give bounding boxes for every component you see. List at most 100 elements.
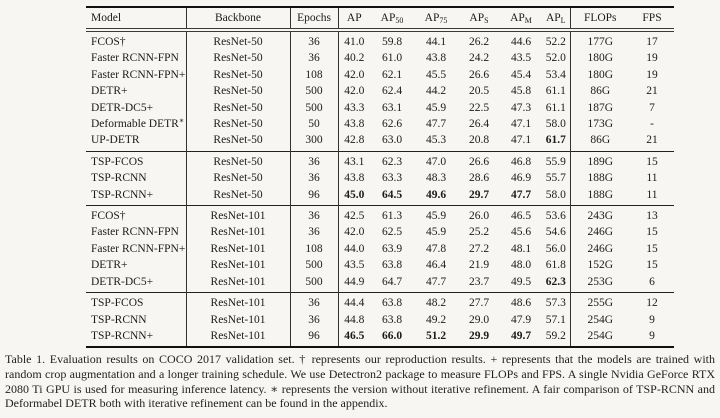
cell-ap0: 42.0 — [337, 83, 370, 100]
table-row: DETR+ ResNet-50 500 42.0 62.4 44.2 20.5 45.8 61.… — [86, 83, 674, 100]
cell-epochs: 36 — [289, 205, 338, 225]
cell-ap5: 61.8 — [545, 259, 566, 272]
cell-ap4: 45.6 — [510, 226, 532, 239]
cell-ap4: 46.9 — [510, 172, 532, 185]
cell-ap1: 64.5 — [381, 188, 403, 201]
cell-ap0: 43.5 — [337, 257, 370, 274]
cell-ap5: 56.0 — [545, 242, 566, 255]
cell-ap3: 29.9 — [468, 329, 490, 342]
cell-ap4: 47.1 — [510, 118, 532, 131]
cell-ap2: 47.0 — [425, 155, 447, 168]
cell-model: DETR-DC5+ — [91, 101, 154, 114]
cell-flops: 254G — [569, 311, 630, 328]
cell-ap0: 43.8 — [337, 116, 370, 133]
cell-ap5: 53.6 — [545, 210, 566, 223]
cell-flops: 86G — [569, 132, 630, 152]
cell-epochs: 96 — [289, 186, 338, 206]
cell-flops: 152G — [569, 257, 630, 274]
column-header-fps: FPS — [642, 12, 662, 24]
cell-model: Faster RCNN-FPN+ — [91, 242, 186, 255]
cell-ap2: 49.2 — [425, 313, 447, 326]
column-header-backbone: Backbone — [185, 7, 290, 30]
cell-ap1: 62.6 — [381, 118, 403, 131]
cell-ap1: 62.5 — [381, 226, 403, 239]
cell-model: TSP-FCOS — [91, 297, 144, 310]
cell-flops: 189G — [569, 151, 630, 171]
column-header-apS: APS — [469, 12, 489, 25]
cell-ap3: 23.7 — [468, 275, 490, 288]
cell-model: Faster RCNN-FPN+ — [91, 68, 186, 81]
cell-backbone: ResNet-50 — [185, 66, 290, 84]
cell-ap0: 43.8 — [337, 170, 370, 187]
cell-ap4: 46.8 — [510, 155, 532, 168]
cell-epochs: 300 — [289, 132, 338, 152]
cell-ap0: 42.5 — [337, 205, 370, 225]
column-header-ap75: AP75 — [424, 12, 448, 25]
cell-backbone: ResNet-50 — [185, 170, 290, 187]
cell-flops: 180G — [569, 50, 630, 67]
cell-ap4: 46.5 — [510, 210, 532, 223]
table-header-row: Model Backbone Epochs AP AP50 AP75 APS APM APL FL… — [86, 7, 674, 30]
cell-model: TSP-RCNN — [91, 172, 147, 185]
cell-ap4: 45.8 — [510, 85, 532, 98]
cell-ap4: 45.4 — [510, 68, 532, 81]
cell-ap5: 57.3 — [545, 297, 566, 310]
cell-ap0: 42.0 — [337, 66, 370, 84]
cell-ap2: 45.9 — [425, 101, 447, 114]
cell-ap5: 57.1 — [545, 313, 566, 326]
cell-ap4: 49.7 — [510, 329, 532, 342]
cell-backbone: ResNet-101 — [185, 327, 290, 348]
table-row: TSP-RCNN ResNet-50 36 43.8 63.3 48.3 28.6 46.9 5… — [86, 170, 674, 187]
cell-epochs: 36 — [289, 224, 338, 241]
cell-ap5: 61.1 — [545, 101, 566, 114]
cell-ap4: 47.3 — [510, 101, 532, 114]
cell-ap2: 45.9 — [425, 226, 447, 239]
cell-model: Faster RCNN-FPN — [91, 52, 179, 65]
cell-model: DETR-DC5+ — [91, 275, 154, 288]
cell-ap3: 27.7 — [468, 297, 490, 310]
cell-flops: 173G — [569, 116, 630, 133]
cell-ap4: 43.5 — [510, 52, 532, 65]
cell-ap1: 66.0 — [381, 329, 403, 342]
cell-ap1: 62.1 — [381, 68, 403, 81]
cell-ap0: 46.5 — [337, 327, 370, 348]
cell-ap0: 42.8 — [337, 132, 370, 152]
cell-model: FCOS† — [91, 36, 126, 48]
table-row: Faster RCNN-FPN ResNet-50 36 40.2 61.0 43.8 24… — [86, 50, 674, 67]
cell-ap0: 43.3 — [337, 99, 370, 117]
cell-model: Faster RCNN-FPN — [91, 226, 179, 239]
cell-ap1: 63.0 — [381, 134, 403, 147]
cell-ap0: 44.4 — [337, 292, 370, 312]
cell-ap3: 29.0 — [468, 313, 490, 326]
table-row: Faster RCNN-FPN+ ResNet-101 108 44.0 63.9 47.… — [86, 240, 674, 258]
cell-ap0: 44.9 — [337, 273, 370, 293]
cell-epochs: 108 — [289, 240, 338, 258]
cell-ap3: 25.2 — [468, 226, 490, 239]
cell-fps: 21 — [646, 134, 658, 147]
cell-backbone: ResNet-50 — [185, 186, 290, 206]
cell-epochs: 96 — [289, 327, 338, 348]
cell-fps: 15 — [646, 226, 658, 239]
cell-ap1: 63.3 — [381, 172, 403, 185]
cell-epochs: 500 — [289, 273, 338, 293]
cell-model: TSP-RCNN — [91, 313, 147, 326]
table-row: TSP-RCNN+ ResNet-101 96 46.5 66.0 51.2 29.9 49.… — [86, 327, 674, 348]
cell-flops: 177G — [569, 30, 630, 51]
table-group-3: FCOS† ResNet-101 36 42.5 61.3 45.9 26.0 46.5 53.… — [86, 205, 674, 293]
cell-ap3: 21.9 — [468, 259, 490, 272]
cell-backbone: ResNet-101 — [185, 240, 290, 258]
cell-model: TSP-RCNN+ — [91, 188, 154, 201]
cell-backbone: ResNet-101 — [185, 292, 290, 312]
cell-ap3: 26.0 — [468, 210, 490, 223]
evaluation-results-table: Model Backbone Epochs AP AP50 AP75 APS APM APL FL… — [86, 6, 674, 349]
cell-flops: 188G — [569, 186, 630, 206]
table-row: DETR-DC5+ ResNet-101 500 44.9 64.7 47.7 23.7 49… — [86, 273, 674, 293]
cell-flops: 246G — [569, 224, 630, 241]
table-row: Faster RCNN-FPN ResNet-101 36 42.0 62.5 45.9 2… — [86, 224, 674, 241]
cell-fps: 7 — [649, 101, 655, 114]
cell-epochs: 500 — [289, 83, 338, 100]
cell-ap3: 28.6 — [468, 172, 490, 185]
cell-ap1: 62.3 — [381, 155, 403, 168]
cell-ap2: 45.5 — [425, 68, 447, 81]
cell-ap2: 48.3 — [425, 172, 447, 185]
